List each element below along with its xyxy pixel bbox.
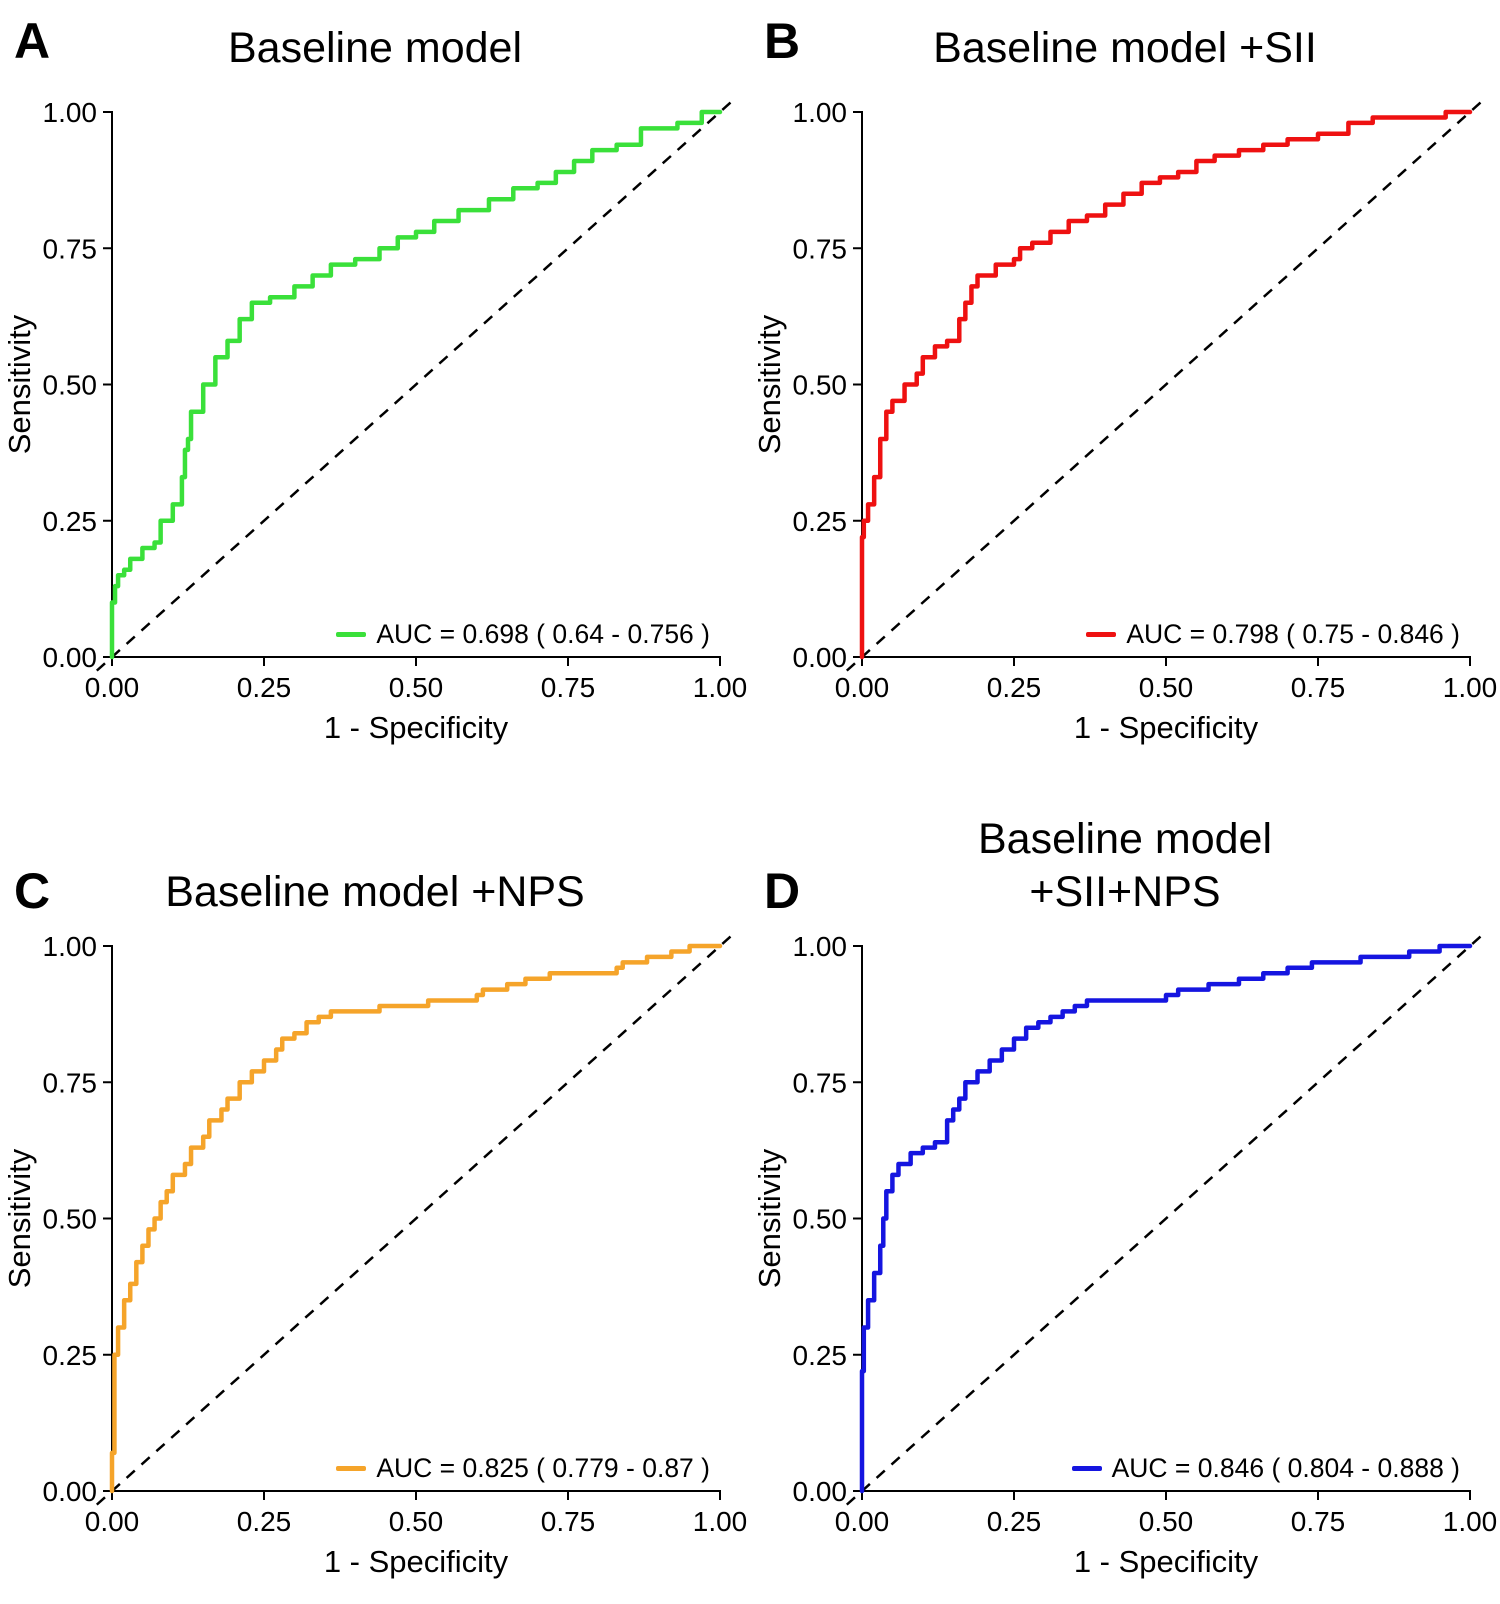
svg-text:0.25: 0.25 xyxy=(237,1506,292,1537)
svg-text:0.75: 0.75 xyxy=(541,1506,596,1537)
svg-text:1.00: 1.00 xyxy=(693,1506,748,1537)
svg-text:1 - Specificity: 1 - Specificity xyxy=(324,1544,509,1579)
panel-title: Baseline model +SII xyxy=(933,24,1317,73)
svg-text:0.50: 0.50 xyxy=(389,672,444,703)
svg-text:0.75: 0.75 xyxy=(793,233,848,264)
panel-a-plot-area: 0.00 0.00 0.25 0.25 0.50 0.50 0.75 0.75 1.00 1.00… xyxy=(0,92,750,752)
svg-text:0.00: 0.00 xyxy=(43,1476,98,1507)
svg-text:0.00: 0.00 xyxy=(43,642,98,673)
svg-text:Sensitivity: Sensitivity xyxy=(752,1148,787,1288)
auc-label: AUC = 0.825 ( 0.779 - 0.87 ) xyxy=(376,1453,710,1483)
panel-a-header: A Baseline model xyxy=(0,6,750,92)
svg-text:Sensitivity: Sensitivity xyxy=(2,1148,37,1288)
svg-text:1 - Specificity: 1 - Specificity xyxy=(1074,710,1259,745)
svg-text:0.25: 0.25 xyxy=(793,1340,848,1371)
svg-text:0.50: 0.50 xyxy=(389,1506,444,1537)
svg-text:0.25: 0.25 xyxy=(987,672,1042,703)
panel-c-header: C Baseline model +NPS xyxy=(0,758,750,926)
panel-title: Baseline model xyxy=(227,24,522,73)
legend-line-swatch xyxy=(1086,632,1117,637)
svg-text:0.25: 0.25 xyxy=(43,506,98,537)
panel-letter: D xyxy=(764,863,801,919)
auc-legend: AUC = 0.846 ( 0.804 - 0.888 ) xyxy=(1071,1453,1460,1484)
svg-text:0.00: 0.00 xyxy=(85,672,140,703)
auc-legend: AUC = 0.698 ( 0.64 - 0.756 ) xyxy=(336,619,710,650)
svg-text:0.50: 0.50 xyxy=(43,1204,98,1235)
svg-text:0.50: 0.50 xyxy=(1139,672,1194,703)
roc-plot: 0.000.00 0.25 0.25 0.50 0.50 0.75 0.75 1.00 1.00… xyxy=(752,931,1498,1579)
panel-title: Baseline model +NPS xyxy=(165,868,585,917)
panel-a: A Baseline model 0.00 0.00 0.25 0.25 0.50 0.5… xyxy=(0,6,750,752)
panel-d-header: D Baseline model +SII+NPS xyxy=(750,758,1500,926)
svg-text:0.00: 0.00 xyxy=(793,642,848,673)
svg-text:0.00: 0.00 xyxy=(835,672,890,703)
roc-plot: 0.000.00 0.25 0.25 0.50 0.50 0.75 0.75 1.00 1.00… xyxy=(752,97,1498,745)
panel-b: B Baseline model +SII 0.00 0.00 0.25 0.25 0.… xyxy=(750,6,1500,752)
panel-c-plot-area: 0.00 0.00 0.25 0.25 0.50 0.50 0.75 0.75 1.00 1.00… xyxy=(0,926,750,1586)
svg-text:0.00: 0.00 xyxy=(793,1476,848,1507)
panel-letter: B xyxy=(764,13,801,69)
svg-text:0.00: 0.00 xyxy=(85,1506,140,1537)
panel-b-header: B Baseline model +SII xyxy=(750,6,1500,92)
panel-d-plot-area: 0.00 0.00 0.25 0.25 0.50 0.50 0.75 0.75 1.00 1.00… xyxy=(750,926,1500,1586)
auc-label: AUC = 0.798 ( 0.75 - 0.846 ) xyxy=(1126,619,1460,649)
roc-plot: 0.000.00 0.25 0.25 0.50 0.50 0.75 0.75 1.00 1.00… xyxy=(2,931,748,1579)
legend-line-swatch xyxy=(1071,1466,1102,1471)
panel-title: Baseline model +SII+NPS xyxy=(977,814,1272,917)
svg-text:0.50: 0.50 xyxy=(43,370,98,401)
svg-text:0.25: 0.25 xyxy=(43,1340,98,1371)
panel-letter: C xyxy=(14,863,51,919)
roc-plot: 0.000.00 0.25 0.25 0.50 0.50 0.75 0.75 1.00 1.00… xyxy=(2,97,748,745)
svg-text:1.00: 1.00 xyxy=(43,97,98,128)
auc-label: AUC = 0.846 ( 0.804 - 0.888 ) xyxy=(1111,1453,1460,1483)
panel-d: D Baseline model +SII+NPS 0.00 0.00 0.25 0.… xyxy=(750,758,1500,1586)
legend-line-swatch xyxy=(336,1466,367,1471)
svg-text:Sensitivity: Sensitivity xyxy=(752,314,787,454)
auc-legend: AUC = 0.825 ( 0.779 - 0.87 ) xyxy=(336,1453,710,1484)
svg-text:0.00: 0.00 xyxy=(835,1506,890,1537)
auc-legend: AUC = 0.798 ( 0.75 - 0.846 ) xyxy=(1086,619,1460,650)
panel-c: C Baseline model +NPS 0.00 0.00 0.25 0.25 0.… xyxy=(0,758,750,1586)
svg-text:Sensitivity: Sensitivity xyxy=(2,314,37,454)
svg-text:0.50: 0.50 xyxy=(1139,1506,1194,1537)
svg-text:1 - Specificity: 1 - Specificity xyxy=(324,710,509,745)
svg-text:1.00: 1.00 xyxy=(1443,1506,1498,1537)
svg-text:0.25: 0.25 xyxy=(793,506,848,537)
svg-text:0.75: 0.75 xyxy=(43,233,98,264)
auc-label: AUC = 0.698 ( 0.64 - 0.756 ) xyxy=(376,619,710,649)
svg-text:0.50: 0.50 xyxy=(793,1204,848,1235)
svg-text:0.75: 0.75 xyxy=(43,1067,98,1098)
svg-text:0.75: 0.75 xyxy=(1291,672,1346,703)
svg-text:1.00: 1.00 xyxy=(793,931,848,962)
svg-text:1 - Specificity: 1 - Specificity xyxy=(1074,1544,1259,1579)
svg-text:1.00: 1.00 xyxy=(793,97,848,128)
svg-text:1.00: 1.00 xyxy=(693,672,748,703)
panel-letter: A xyxy=(14,13,51,69)
legend-line-swatch xyxy=(336,632,367,637)
svg-text:0.50: 0.50 xyxy=(793,370,848,401)
svg-text:0.75: 0.75 xyxy=(1291,1506,1346,1537)
svg-text:0.75: 0.75 xyxy=(541,672,596,703)
svg-text:0.25: 0.25 xyxy=(987,1506,1042,1537)
panel-b-plot-area: 0.00 0.00 0.25 0.25 0.50 0.50 0.75 0.75 1.00 1.00… xyxy=(750,92,1500,752)
svg-text:0.75: 0.75 xyxy=(793,1067,848,1098)
svg-text:1.00: 1.00 xyxy=(1443,672,1498,703)
svg-text:0.25: 0.25 xyxy=(237,672,292,703)
svg-text:1.00: 1.00 xyxy=(43,931,98,962)
